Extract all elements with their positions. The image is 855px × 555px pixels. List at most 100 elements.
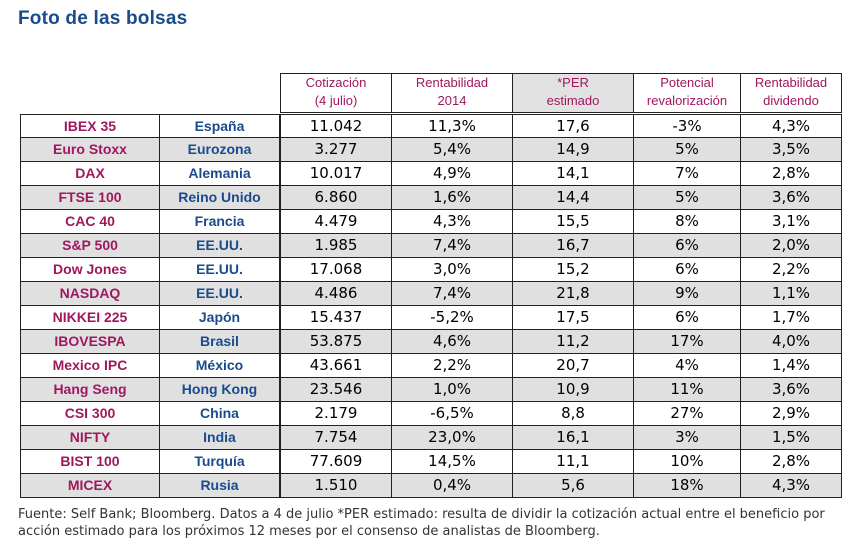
cell-per: 14,9 — [512, 138, 634, 162]
cell-pais: Alemania — [159, 162, 280, 186]
cell-indice: IBEX 35 — [20, 114, 160, 138]
cell-pais: Brasil — [159, 330, 280, 354]
cell-per: 16,7 — [512, 234, 634, 258]
cell-potencial: -3% — [633, 114, 741, 138]
cell-potencial: 4% — [633, 354, 741, 378]
cell-potencial: 11% — [633, 378, 741, 402]
cell-potencial: 5% — [633, 138, 741, 162]
cell-cotizacion: 77.609 — [280, 450, 392, 474]
cell-rentabilidad: 7,4% — [391, 234, 513, 258]
cell-indice: NIKKEI 225 — [20, 306, 160, 330]
cell-potencial: 10% — [633, 450, 741, 474]
cell-cotizacion: 4.479 — [280, 210, 392, 234]
cell-indice: NASDAQ — [20, 282, 160, 306]
cell-rentabilidad: 0,4% — [391, 474, 513, 498]
cell-dividendo: 1,5% — [740, 426, 842, 450]
cell-pais: EE.UU. — [159, 234, 280, 258]
cell-cotizacion: 4.486 — [280, 282, 392, 306]
cell-pais: España — [159, 114, 280, 138]
cell-per: 14,1 — [512, 162, 634, 186]
cell-per: 17,6 — [512, 114, 634, 138]
cell-potencial: 6% — [633, 258, 741, 282]
cell-rentabilidad: -6,5% — [391, 402, 513, 426]
cell-cotizacion: 2.179 — [280, 402, 392, 426]
cell-cotizacion: 1.510 — [280, 474, 392, 498]
cell-indice: BIST 100 — [20, 450, 160, 474]
header-rentabilidad-line1: Rentabilidad — [415, 75, 489, 90]
cell-potencial: 8% — [633, 210, 741, 234]
cell-per: 14,4 — [512, 186, 634, 210]
cell-per: 8,8 — [512, 402, 634, 426]
cell-indice: CSI 300 — [20, 402, 160, 426]
header-per-line2: estimado — [546, 93, 600, 108]
cell-cotizacion: 10.017 — [280, 162, 392, 186]
header-cotizacion-line2: (4 julio) — [314, 93, 358, 108]
header-per: *PER estimado — [512, 73, 634, 113]
cell-pais: Eurozona — [159, 138, 280, 162]
cell-dividendo: 4,3% — [740, 114, 842, 138]
cell-indice: Euro Stoxx — [20, 138, 160, 162]
header-potencial-line1: Potencial — [660, 75, 714, 90]
cell-dividendo: 3,1% — [740, 210, 842, 234]
cell-cotizacion: 11.042 — [280, 114, 392, 138]
cell-dividendo: 2,0% — [740, 234, 842, 258]
cell-rentabilidad: 2,2% — [391, 354, 513, 378]
cell-per: 20,7 — [512, 354, 634, 378]
cell-rentabilidad: 3,0% — [391, 258, 513, 282]
cell-dividendo: 1,7% — [740, 306, 842, 330]
cell-rentabilidad: -5,2% — [391, 306, 513, 330]
cell-indice: Hang Seng — [20, 378, 160, 402]
header-cotizacion-line1: Cotización — [305, 75, 367, 90]
cell-cotizacion: 6.860 — [280, 186, 392, 210]
cell-indice: IBOVESPA — [20, 330, 160, 354]
cell-rentabilidad: 5,4% — [391, 138, 513, 162]
cell-pais: México — [159, 354, 280, 378]
cell-pais: EE.UU. — [159, 258, 280, 282]
cell-rentabilidad: 14,5% — [391, 450, 513, 474]
cell-dividendo: 1,1% — [740, 282, 842, 306]
cell-pais: Japón — [159, 306, 280, 330]
header-dividendo-line2: dividendo — [763, 93, 819, 108]
cell-rentabilidad: 4,6% — [391, 330, 513, 354]
cell-cotizacion: 3.277 — [280, 138, 392, 162]
cell-per: 21,8 — [512, 282, 634, 306]
cell-pais: Hong Kong — [159, 378, 280, 402]
header-rentabilidad: Rentabilidad 2014 — [391, 73, 513, 113]
cell-dividendo: 2,8% — [740, 162, 842, 186]
header-rentabilidad-line2: 2014 — [437, 93, 467, 108]
cell-dividendo: 2,9% — [740, 402, 842, 426]
cell-indice: CAC 40 — [20, 210, 160, 234]
cell-per: 15,5 — [512, 210, 634, 234]
header-dividendo: Rentabilidad dividendo — [740, 73, 842, 113]
cell-potencial: 6% — [633, 306, 741, 330]
header-per-line1: *PER — [557, 75, 589, 90]
cell-cotizacion: 53.875 — [280, 330, 392, 354]
cell-indice: MICEX — [20, 474, 160, 498]
cell-per: 16,1 — [512, 426, 634, 450]
cell-rentabilidad: 11,3% — [391, 114, 513, 138]
cell-potencial: 3% — [633, 426, 741, 450]
cell-rentabilidad: 7,4% — [391, 282, 513, 306]
cell-indice: S&P 500 — [20, 234, 160, 258]
header-potencial: Potencial revalorización — [633, 73, 741, 113]
cell-indice: NIFTY — [20, 426, 160, 450]
cell-potencial: 7% — [633, 162, 741, 186]
cell-dividendo: 4,3% — [740, 474, 842, 498]
cell-per: 10,9 — [512, 378, 634, 402]
cell-potencial: 9% — [633, 282, 741, 306]
cell-cotizacion: 23.546 — [280, 378, 392, 402]
cell-potencial: 17% — [633, 330, 741, 354]
cell-indice: Dow Jones — [20, 258, 160, 282]
cell-rentabilidad: 4,9% — [391, 162, 513, 186]
cell-cotizacion: 1.985 — [280, 234, 392, 258]
cell-pais: Francia — [159, 210, 280, 234]
cell-dividendo: 3,6% — [740, 186, 842, 210]
cell-dividendo: 1,4% — [740, 354, 842, 378]
cell-per: 11,1 — [512, 450, 634, 474]
cell-dividendo: 3,6% — [740, 378, 842, 402]
cell-per: 17,5 — [512, 306, 634, 330]
cell-rentabilidad: 4,3% — [391, 210, 513, 234]
header-potencial-line2: revalorización — [646, 93, 728, 108]
cell-per: 11,2 — [512, 330, 634, 354]
cell-per: 5,6 — [512, 474, 634, 498]
